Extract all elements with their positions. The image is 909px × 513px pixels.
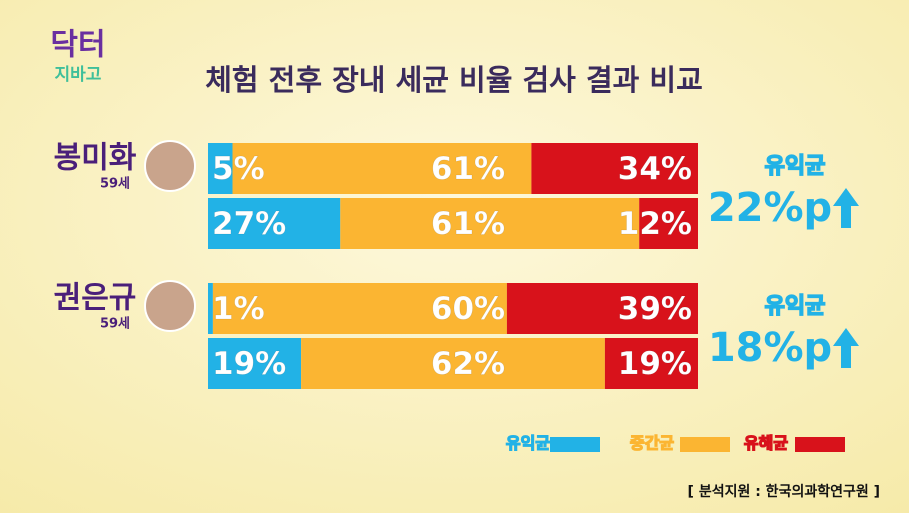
bar-segment <box>212 283 507 334</box>
person-name: 권은규 <box>54 281 137 316</box>
legend-label: 중간균 <box>630 434 674 453</box>
value-label: 1% <box>212 291 265 327</box>
legend-label: 유익균 <box>506 434 550 453</box>
person-age: 59세 <box>100 177 130 192</box>
change-title: 유익균 <box>765 294 826 319</box>
value-label: 61% <box>431 151 505 187</box>
bar-segment <box>506 283 698 334</box>
value-label: 39% <box>618 291 692 327</box>
value-label: 62% <box>431 346 505 382</box>
bar-segment <box>531 143 698 194</box>
change-title: 유익균 <box>765 154 826 179</box>
legend-label: 유해균 <box>744 434 788 453</box>
up-arrow <box>833 328 859 368</box>
logo-bottom: 지바고 <box>55 65 102 85</box>
person-name: 봉미화 <box>54 141 137 176</box>
value-label: 19% <box>212 346 286 382</box>
value-label: 5% <box>212 151 265 187</box>
bar-segment <box>604 338 698 389</box>
bar-segment <box>208 198 341 249</box>
person-age: 59세 <box>100 317 130 332</box>
bar-segment <box>208 283 213 334</box>
up-arrow <box>833 188 859 228</box>
person-photo <box>144 140 196 192</box>
chart-title: 체험 전후 장내 세균 비율 검사 결과 비교 <box>205 63 703 97</box>
bar-segment <box>208 338 302 389</box>
bar-segment <box>208 143 233 194</box>
value-label: 27% <box>212 206 286 242</box>
value-label: 19% <box>618 346 692 382</box>
bar-segment <box>340 198 640 249</box>
change-label: 22%p <box>708 185 832 231</box>
legend-swatch <box>550 437 600 452</box>
legend-swatch <box>795 437 845 452</box>
value-label: 61% <box>431 206 505 242</box>
value-label: 60% <box>431 291 505 327</box>
bar-segment <box>301 338 605 389</box>
source: [ 분석지원 : 한국의과학연구원 ] <box>688 483 880 500</box>
change-label: 18%p <box>708 325 832 371</box>
value-label: 12% <box>618 206 692 242</box>
legend-swatch <box>680 437 730 452</box>
person-photo <box>144 280 196 332</box>
logo-top: 닥터 <box>50 28 105 63</box>
bar-segment <box>639 198 698 249</box>
value-label: 34% <box>618 151 692 187</box>
bar-segment <box>232 143 532 194</box>
